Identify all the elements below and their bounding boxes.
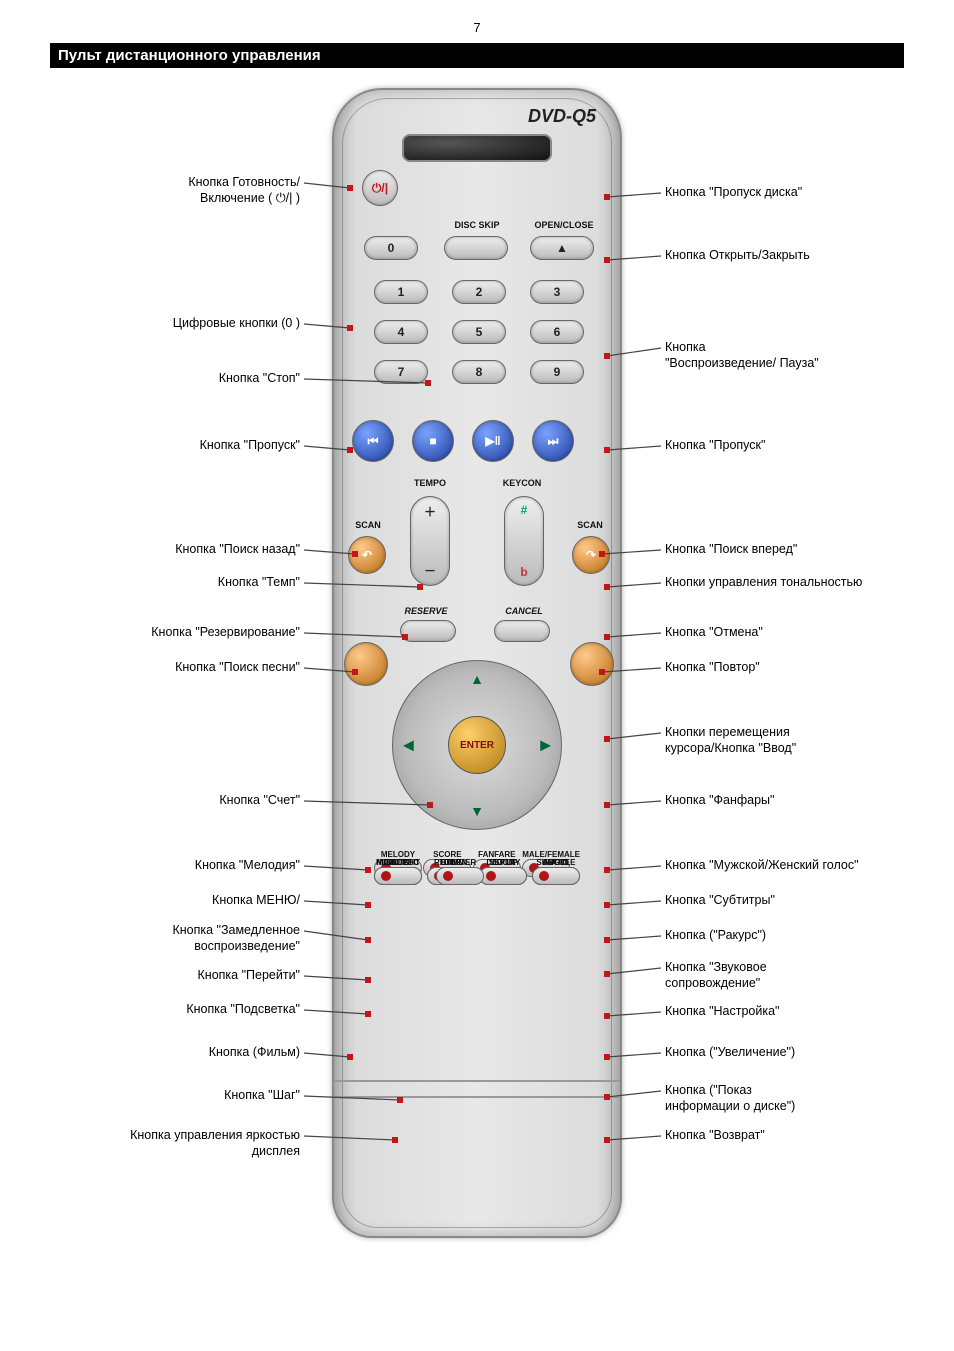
callout-left: Кнопка "Замедленноевоспроизведение" xyxy=(95,923,300,954)
callout-right: Кнопка "Субтитры" xyxy=(665,893,895,909)
callout-right: Кнопка"Воспроизведение/ Пауза" xyxy=(665,340,895,371)
callout-left: Кнопка "Стоп" xyxy=(140,371,300,387)
callout-right: Кнопка "Пропуск диска" xyxy=(665,185,895,201)
remote-diagram: DVD-Q5 ⏻/| DISC SKIP OPEN/CLOSE 0 ▲ 1 2 … xyxy=(50,88,904,1288)
callout-left: Кнопка "Темп" xyxy=(140,575,300,591)
callout-left: Кнопка (Фильм) xyxy=(110,1045,300,1061)
callout-left: Кнопка "Мелодия" xyxy=(120,858,300,874)
callout-right: Кнопка "Поиск вперед" xyxy=(665,542,895,558)
callout-left: Кнопка "Пропуск" xyxy=(110,438,300,454)
callout-right: Кнопка "Пропуск" xyxy=(665,438,895,454)
callout-left: Кнопка "Счет" xyxy=(150,793,300,809)
callout-left: Кнопка управления яркостьюдисплея xyxy=(50,1128,300,1159)
callout-right: Кнопка "Фанфары" xyxy=(665,793,895,809)
callout-left: Кнопка "Перейти" xyxy=(140,968,300,984)
callout-left: Кнопка "Шаг" xyxy=(150,1088,300,1104)
page-number: 7 xyxy=(50,20,904,35)
callout-right: Кнопки перемещениякурсора/Кнопка "Ввод" xyxy=(665,725,895,756)
callout-right: Кнопка "Звуковоесопровождение" xyxy=(665,960,895,991)
callout-right: Кнопки управления тональностью xyxy=(665,575,925,591)
callout-left: Кнопка "Подсветка" xyxy=(130,1002,300,1018)
callout-right: Кнопка ("Увеличение") xyxy=(665,1045,905,1061)
callout-right: Кнопка ("Ракурс") xyxy=(665,928,895,944)
callout-right: Кнопка ("Показинформации о диске") xyxy=(665,1083,905,1114)
callout-left: Кнопка "Поиск песни" xyxy=(110,660,300,676)
callout-left: Кнопка "Поиск назад" xyxy=(110,542,300,558)
callout-right: Кнопка Открыть/Закрыть xyxy=(665,248,895,264)
callout-left: Цифровые кнопки (0 ) xyxy=(80,316,300,332)
callout-left: Кнопка "Резервирование" xyxy=(95,625,300,641)
callout-left: Кнопка МЕНЮ/ xyxy=(140,893,300,909)
callout-right: Кнопка "Повтор" xyxy=(665,660,895,676)
callout-right: Кнопка "Отмена" xyxy=(665,625,895,641)
callout-right: Кнопка "Настройка" xyxy=(665,1004,895,1020)
callout-right: Кнопка "Мужской/Женский голос" xyxy=(665,858,925,874)
callout-right: Кнопка "Возврат" xyxy=(665,1128,895,1144)
section-title: Пульт дистанционного управления xyxy=(50,43,904,68)
callout-left: Кнопка Готовность/Включение ( ⏻/| ) xyxy=(80,175,300,206)
